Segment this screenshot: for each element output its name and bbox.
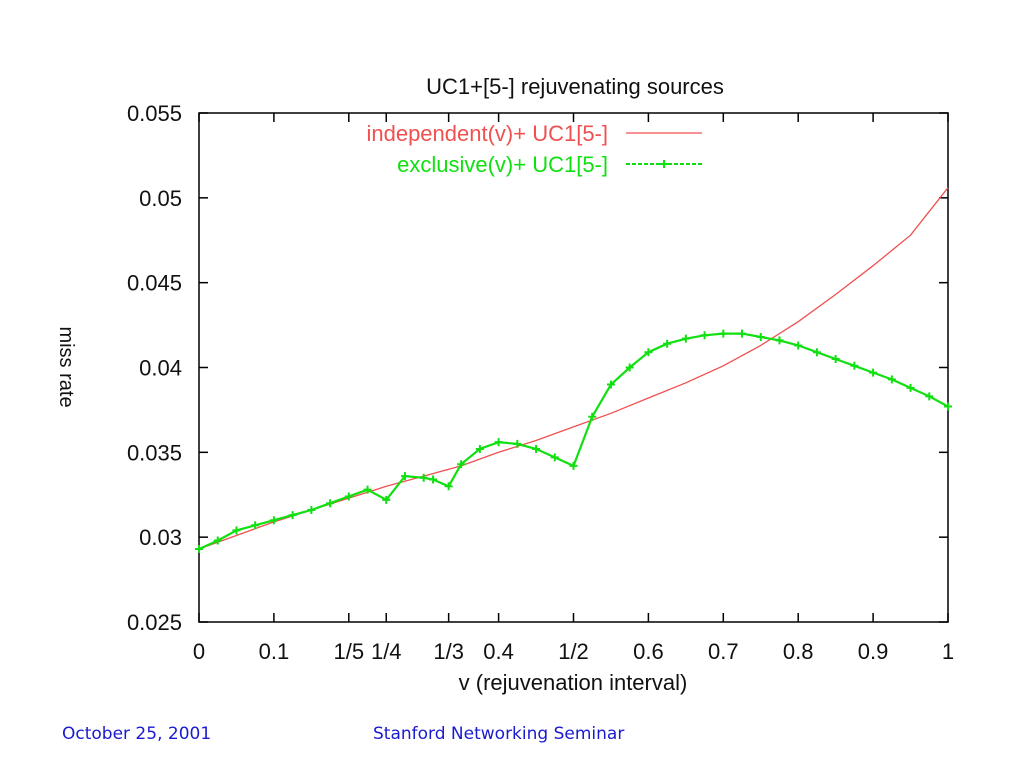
data-point (850, 361, 859, 370)
data-point (887, 375, 896, 384)
data-point (213, 536, 222, 545)
data-point (513, 439, 522, 448)
data-point (288, 511, 297, 520)
data-point (944, 402, 952, 411)
data-point (363, 485, 372, 494)
data-point (700, 331, 709, 340)
y-axis-label: miss rate (55, 326, 77, 407)
series-line-1 (198, 332, 949, 551)
data-point (588, 412, 597, 421)
data-point (419, 473, 428, 482)
x-tick-label: 0.4 (483, 639, 514, 664)
x-tick-label: 0 (193, 639, 205, 664)
x-tick-label: 1/3 (433, 639, 464, 664)
legend-label: independent(v)+ UC1[5-] (366, 121, 608, 146)
data-point (475, 444, 484, 453)
chart-title: UC1+[5-] rejuvenating sources (426, 74, 724, 99)
data-point (550, 453, 559, 462)
x-tick-label: 0.9 (858, 639, 889, 664)
data-point (195, 545, 203, 554)
data-point (326, 499, 335, 508)
y-tick-label: 0.04 (139, 356, 182, 381)
data-point (344, 492, 353, 501)
data-point (681, 334, 690, 343)
data-point (400, 472, 409, 481)
x-tick-label: 1/2 (558, 639, 589, 664)
data-point (869, 368, 878, 377)
legend: independent(v)+ UC1[5-] exclusive(v)+ UC1… (366, 121, 702, 177)
data-point (738, 329, 747, 338)
data-point (457, 460, 466, 469)
data-point (906, 383, 915, 392)
footer-date: October 25, 2001 (62, 724, 212, 744)
legend-label: exclusive(v)+ UC1[5-] (397, 152, 608, 177)
data-point (812, 348, 821, 357)
series-line-0 (198, 187, 949, 550)
y-tick-label: 0.055 (127, 101, 182, 126)
x-tick-label: 0.6 (633, 639, 664, 664)
data-point (644, 348, 653, 357)
x-tick-label: 1 (942, 639, 954, 664)
data-point (232, 526, 241, 535)
data-point (794, 341, 803, 350)
x-tick-label: 1/4 (371, 639, 402, 664)
data-point (756, 332, 765, 341)
y-tick-label: 0.05 (139, 186, 182, 211)
x-axis: 0 0.1 1/5 1/4 1/3 0.4 1/2 0.6 0.7 0.8 0.9 1 (193, 113, 954, 664)
data-point (494, 438, 503, 447)
y-axis: 0.025 0.03 0.035 0.04 0.045 0.05 0.055 (127, 101, 948, 635)
data-point (625, 363, 634, 372)
data-point (382, 495, 391, 504)
y-tick-label: 0.035 (127, 440, 182, 465)
data-point (663, 339, 672, 348)
data-point (831, 355, 840, 364)
footer-event: Stanford Networking Seminar (373, 724, 625, 744)
x-tick-label: 1/5 (334, 639, 365, 664)
data-point (532, 444, 541, 453)
x-tick-label: 0.1 (259, 639, 290, 664)
data-point (925, 392, 934, 401)
y-tick-label: 0.045 (127, 271, 182, 296)
y-tick-label: 0.025 (127, 610, 182, 635)
data-point (429, 475, 438, 484)
x-tick-label: 0.8 (783, 639, 814, 664)
data-point (719, 329, 728, 338)
x-tick-label: 0.7 (708, 639, 739, 664)
y-tick-label: 0.03 (139, 525, 182, 550)
series-layer (195, 187, 952, 554)
plot-frame (198, 112, 949, 623)
data-point (251, 521, 260, 530)
data-point (269, 516, 278, 525)
data-point (444, 482, 453, 491)
x-axis-label: v (rejuvenation interval) (459, 670, 688, 695)
line-chart: UC1+[5-] rejuvenating sources 0.0250.030… (55, 74, 954, 695)
data-point (606, 380, 615, 389)
legend-marker (660, 160, 668, 168)
data-point (569, 461, 578, 470)
data-point (775, 336, 784, 345)
data-point (307, 506, 316, 515)
